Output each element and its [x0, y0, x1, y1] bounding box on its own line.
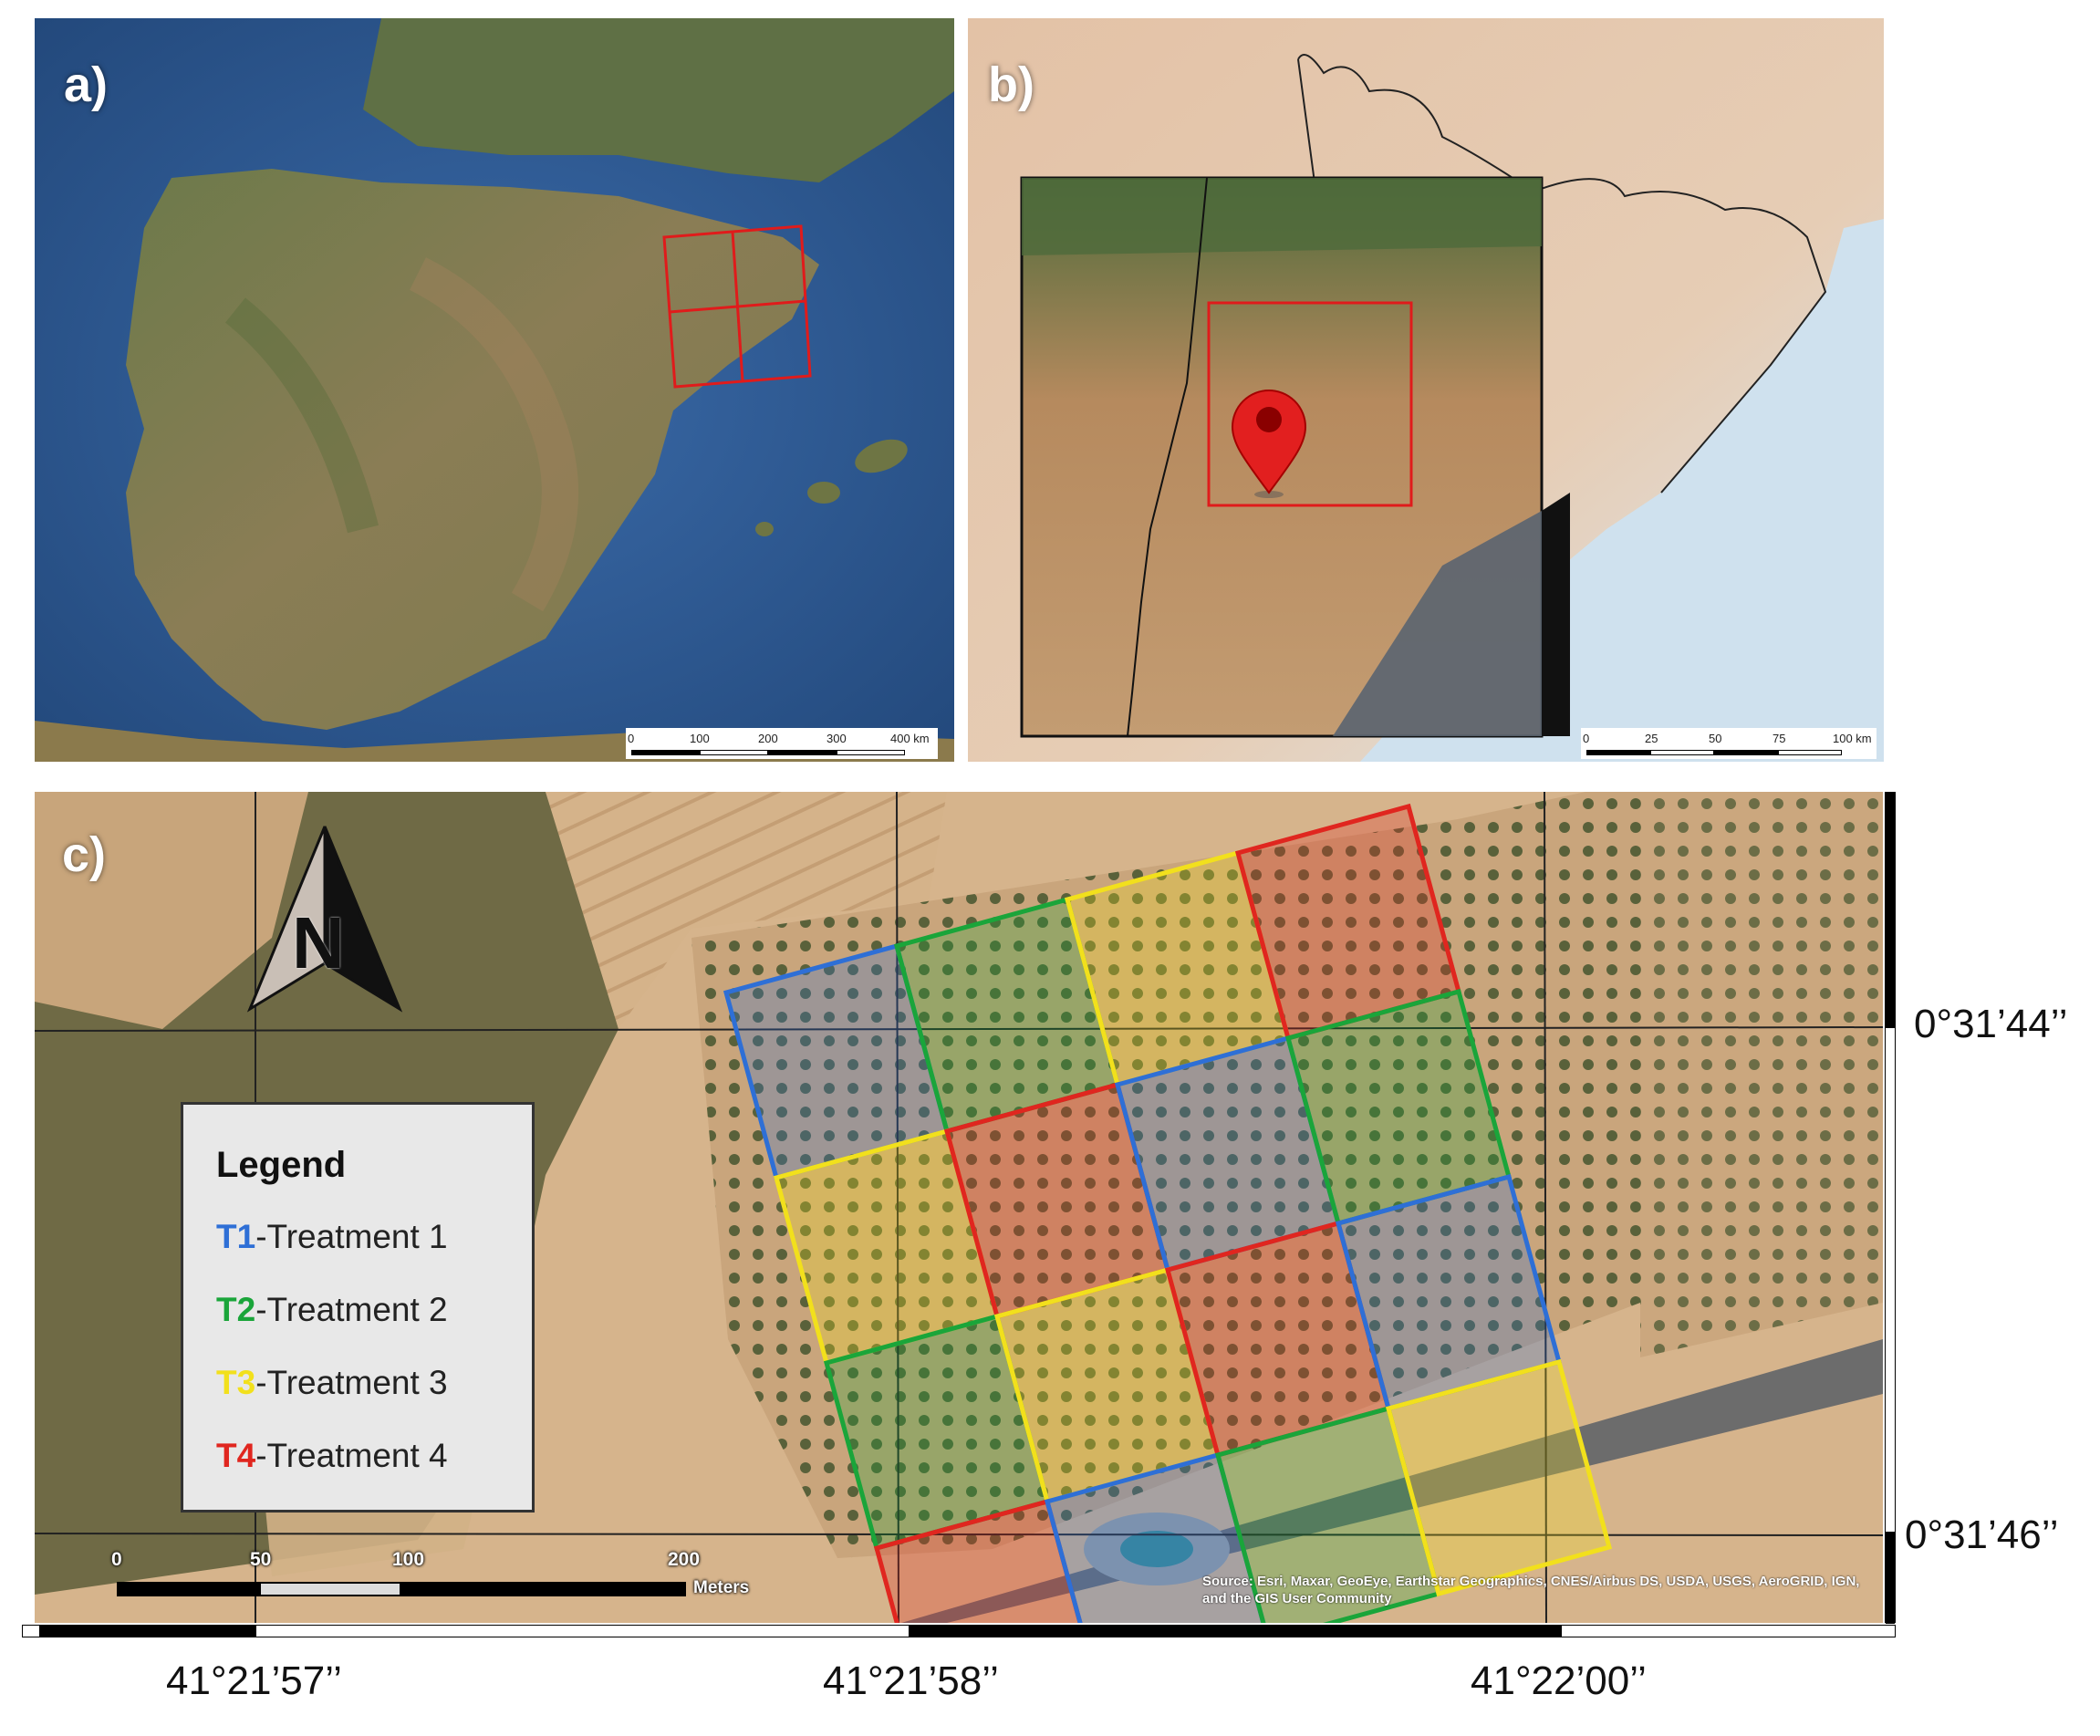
legend-label-t4: -Treatment 4: [255, 1437, 448, 1474]
plot-t3-r3c3: [1385, 1358, 1613, 1597]
scale-a-tick-1: 100: [690, 732, 710, 745]
panel-b-label: b): [988, 57, 1034, 112]
study-area-grid: [662, 224, 812, 389]
north-arrow-icon: [246, 826, 403, 1013]
legend-code-t4: T4: [216, 1437, 256, 1474]
scale-a-tick-3: 300: [826, 732, 847, 745]
scale-b-tick-1: 25: [1645, 732, 1658, 745]
north-arrow-label: N: [292, 902, 345, 983]
plot-t4-r3c0: [873, 1498, 1083, 1623]
legend-title: Legend: [216, 1145, 347, 1185]
coord-bottom-2: 41°21’58’’: [823, 1658, 999, 1703]
scale-b-tick-2: 50: [1709, 732, 1722, 745]
panel-a-iberia-map: a) 0 100 200 300 400 km: [35, 18, 954, 762]
legend-label-t1: -Treatment 1: [255, 1218, 448, 1255]
legend-box: Legend T1-Treatment 1 T2-Treatment 2 T3-…: [181, 1102, 535, 1513]
scale-c-unit: Meters: [693, 1578, 750, 1597]
panel-c-field-map: N c) Legend T1-Treatment 1 T2-Treatment …: [35, 792, 1883, 1623]
treatment-plots: [723, 803, 1613, 1623]
scale-bar-c: 0 50 100 200 Meters: [80, 1549, 774, 1613]
study-area-box: [1207, 301, 1413, 507]
scale-bar-b: 0 25 50 75 100 km: [1581, 728, 1876, 759]
legend-code-t1: T1: [216, 1218, 256, 1255]
scale-a-tick-2: 200: [758, 732, 778, 745]
scale-b-tick-0: 0: [1583, 732, 1590, 745]
bottom-coordinate-frame: [22, 1625, 1896, 1637]
panel-c-label: c): [62, 827, 107, 882]
legend-item-t4: T4-Treatment 4: [216, 1437, 448, 1475]
plot-t1-r3c1: [1044, 1451, 1266, 1623]
iberian-peninsula-shape: [126, 169, 819, 730]
scale-c-tick-0: 0: [111, 1549, 122, 1570]
scale-c-tick-1: 50: [250, 1549, 272, 1570]
map-attribution: Source: Esri, Maxar, GeoEye, Earthstar G…: [1202, 1574, 1860, 1606]
scale-c-tick-2: 100: [392, 1549, 425, 1570]
graticule: [35, 792, 1883, 1623]
scale-b-tick-3: 75: [1773, 732, 1786, 745]
scale-b-tick-4: 100 km: [1833, 732, 1872, 745]
legend-code-t2: T2: [216, 1291, 256, 1328]
scale-a-tick-4: 400 km: [890, 732, 930, 745]
legend-code-t3: T3: [216, 1364, 256, 1401]
right-coordinate-frame: [1885, 792, 1896, 1624]
legend-item-t1: T1-Treatment 1: [216, 1218, 448, 1256]
coord-right-1: 0°31’44’’: [1914, 1002, 2068, 1046]
coord-right-2: 0°31’46’’: [1905, 1513, 2059, 1557]
legend-item-t3: T3-Treatment 3: [216, 1364, 448, 1402]
legend-label-t3: -Treatment 3: [255, 1364, 448, 1401]
coord-bottom-1: 41°21’57’’: [166, 1658, 342, 1703]
coord-bottom-3: 41°22’00’’: [1471, 1658, 1647, 1703]
iberia-satellite-image: [35, 18, 954, 762]
scale-c-tick-3: 200: [668, 1549, 701, 1570]
scale-bar-a: 0 100 200 300 400 km: [626, 728, 938, 759]
regional-terrain-map: [968, 18, 1884, 762]
legend-label-t2: -Treatment 2: [255, 1291, 448, 1328]
scale-a-tick-0: 0: [628, 732, 635, 745]
panel-a-label: a): [64, 57, 109, 112]
panel-b-catalonia-map: b) 0 25 50 75 100 km: [968, 18, 1884, 762]
location-pin-icon: [1231, 390, 1307, 498]
legend-item-t2: T2-Treatment 2: [216, 1291, 448, 1329]
